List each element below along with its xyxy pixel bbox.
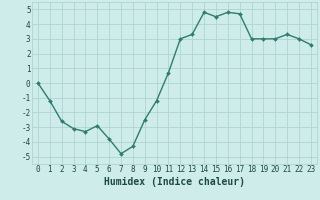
X-axis label: Humidex (Indice chaleur): Humidex (Indice chaleur) (104, 177, 245, 187)
